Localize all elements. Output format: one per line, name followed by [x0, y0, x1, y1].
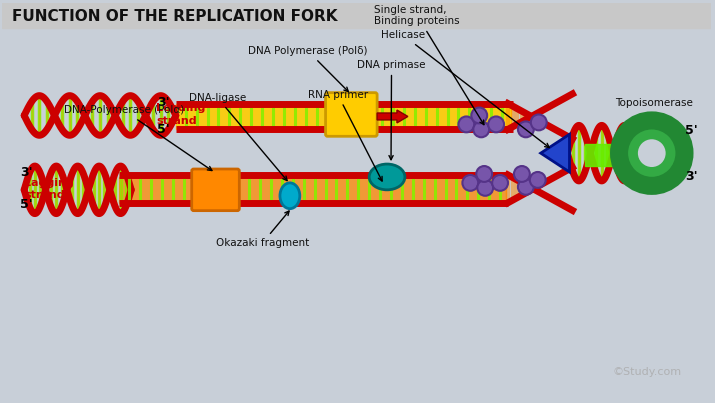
FancyArrow shape — [377, 110, 408, 123]
FancyBboxPatch shape — [325, 93, 377, 136]
Ellipse shape — [638, 139, 666, 167]
Ellipse shape — [626, 127, 678, 179]
FancyBboxPatch shape — [192, 169, 240, 211]
Text: DNA primase: DNA primase — [358, 60, 426, 160]
Text: 3': 3' — [20, 166, 33, 179]
Bar — [586, 144, 623, 166]
Circle shape — [488, 116, 504, 132]
Circle shape — [518, 179, 534, 195]
Text: Lagging
strand: Lagging strand — [24, 178, 74, 200]
Circle shape — [514, 166, 530, 182]
Circle shape — [473, 121, 489, 137]
Text: 3': 3' — [157, 96, 169, 109]
Circle shape — [471, 108, 487, 123]
Circle shape — [518, 121, 534, 137]
Text: FUNCTION OF THE REPLICATION FORK: FUNCTION OF THE REPLICATION FORK — [12, 9, 337, 24]
Bar — [176, 104, 511, 129]
Text: Topoisomerase: Topoisomerase — [615, 98, 693, 108]
Circle shape — [458, 116, 474, 132]
Polygon shape — [541, 134, 569, 172]
Text: DNA Polymerase (Polδ): DNA Polymerase (Polδ) — [248, 46, 368, 91]
Circle shape — [492, 175, 508, 191]
Text: Okazaki fragment: Okazaki fragment — [215, 211, 309, 248]
Text: RNA primer: RNA primer — [307, 89, 382, 181]
Text: 5': 5' — [20, 198, 33, 211]
Text: DNA-Polymerase (Polα): DNA-Polymerase (Polα) — [64, 106, 212, 170]
Ellipse shape — [280, 183, 300, 209]
Bar — [2, 4, 711, 28]
Bar — [119, 177, 506, 203]
Ellipse shape — [369, 164, 405, 190]
Text: Helicase: Helicase — [381, 30, 549, 147]
Text: ©Study.com: ©Study.com — [612, 367, 681, 377]
Text: DNA-ligase: DNA-ligase — [189, 93, 287, 181]
Circle shape — [463, 175, 478, 191]
Circle shape — [531, 114, 547, 130]
Circle shape — [530, 172, 546, 188]
Circle shape — [478, 180, 493, 196]
Text: 3': 3' — [686, 170, 698, 183]
Circle shape — [476, 166, 492, 182]
Text: Leading
strand: Leading strand — [156, 103, 205, 126]
Text: 5': 5' — [157, 123, 169, 136]
Text: 5': 5' — [686, 124, 699, 137]
Text: Single strand,
Binding proteins: Single strand, Binding proteins — [374, 5, 484, 125]
